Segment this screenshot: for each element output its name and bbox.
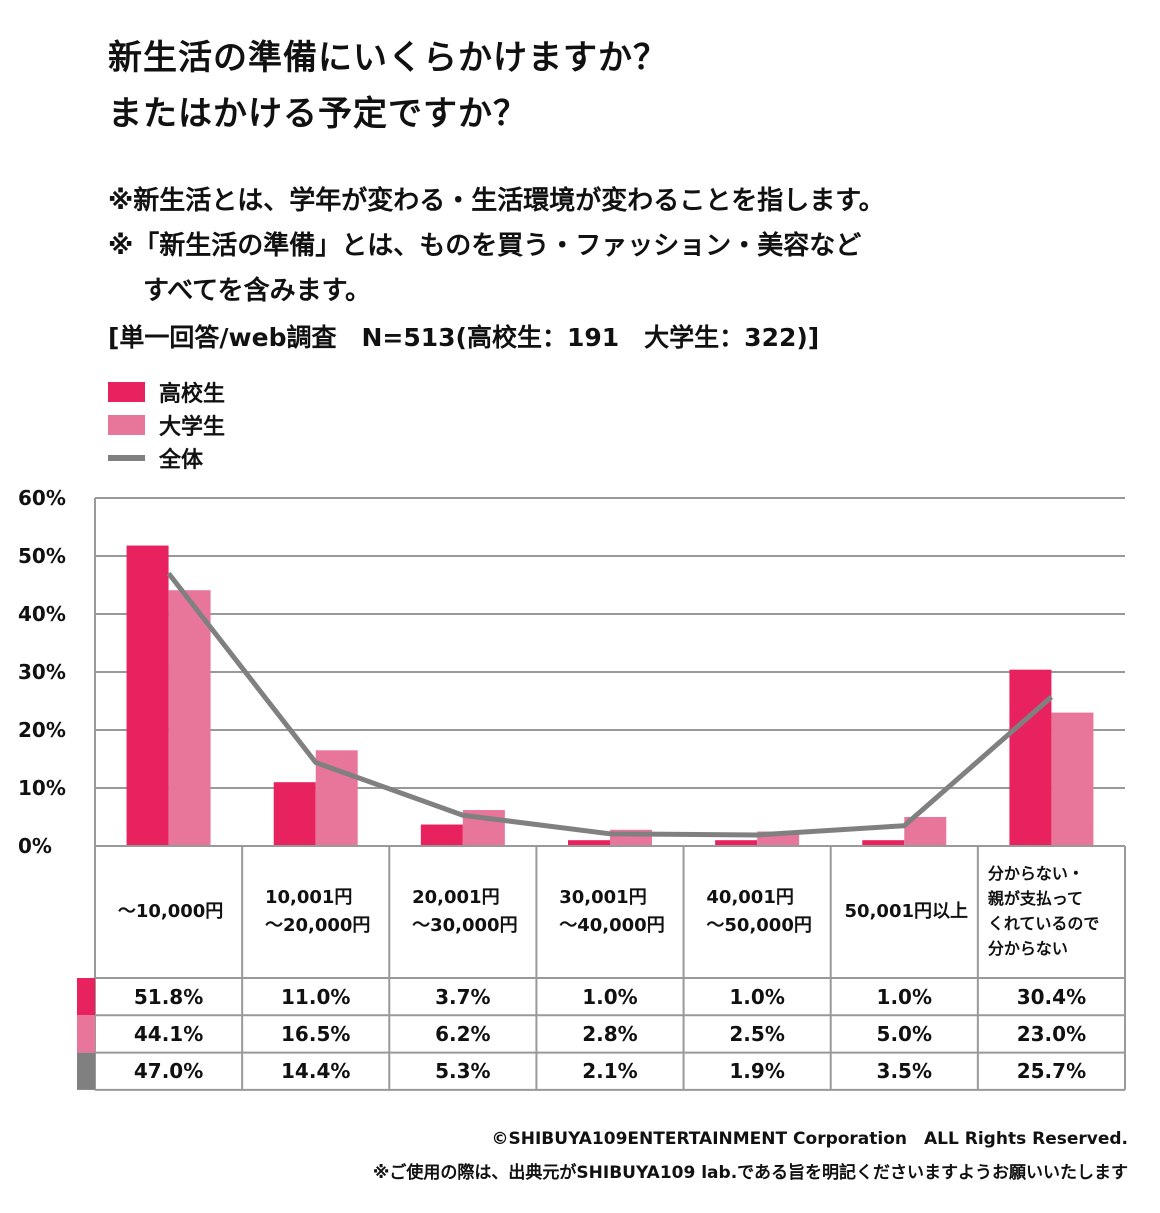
table-cell: 5.0%: [876, 1021, 932, 1046]
y-tick-label: 0%: [18, 834, 52, 858]
legend-item-overall: 全体: [108, 444, 204, 473]
note-line1: ※新生活とは、学年が変わる・生活環境が変わることを指します。: [108, 186, 885, 216]
note-line3: すべてを含みます。: [143, 276, 372, 306]
table-cell: 5.3%: [435, 1059, 491, 1084]
legend-label-high-school: 高校生: [159, 382, 226, 407]
bar-high-school: [715, 840, 758, 846]
table-cell: 30.4%: [1016, 984, 1087, 1009]
table-cell: 2.8%: [582, 1021, 638, 1046]
table-cell: 47.0%: [133, 1059, 204, 1084]
category-label: 50,001円以上: [844, 901, 968, 923]
table-cell: 25.7%: [1016, 1059, 1087, 1084]
table-cell: 3.7%: [435, 984, 491, 1009]
y-tick-label: 10%: [18, 776, 66, 800]
legend-label-university: 大学生: [159, 415, 226, 440]
table-cell: 14.4%: [281, 1059, 351, 1084]
y-tick-label: 60%: [18, 486, 66, 510]
chart-title-line2: またはかける予定ですか？: [108, 94, 528, 134]
legend-swatch-high-school: [108, 382, 145, 402]
bar-high-school: [568, 840, 610, 846]
y-tick-label: 40%: [18, 602, 66, 626]
bar-high-school: [273, 782, 316, 846]
bar-high-school: [862, 840, 905, 846]
y-tick-label: 20%: [18, 718, 66, 742]
note-line2: ※「新生活の準備」とは、ものを買う・ファッション・美容など: [108, 231, 862, 261]
legend-label-overall: 全体: [159, 448, 204, 473]
category-label: 10,001円 ～20,000円: [264, 887, 371, 936]
table-cell: 3.5%: [876, 1059, 932, 1084]
table-cell: 6.2%: [435, 1021, 491, 1046]
bar-university: [168, 590, 211, 846]
y-tick-label: 30%: [18, 660, 66, 684]
table-series-key: [77, 1015, 95, 1053]
legend-swatch-university: [108, 415, 145, 435]
chart-title-line1: 新生活の準備にいくらかけますか？: [108, 38, 668, 78]
table-cell: 2.5%: [729, 1021, 785, 1046]
legend-item-university: 大学生: [108, 411, 226, 440]
bar-high-school: [420, 824, 463, 846]
table-cell: 16.5%: [281, 1021, 351, 1046]
legend-line-overall: [108, 455, 145, 461]
category-label: ～10,000円: [117, 901, 224, 923]
table-series-key: [77, 978, 95, 1016]
table-cell: 1.0%: [582, 984, 638, 1009]
table-cell: 23.0%: [1016, 1021, 1087, 1046]
y-tick-label: 50%: [18, 544, 66, 568]
table-cell: 11.0%: [281, 984, 351, 1009]
category-label: 分からない・ 親が支払って くれているので 分からない: [987, 864, 1100, 958]
usage-note: ※ご使用の際は、出典元がSHIBUYA109 lab.である旨を明記くださいます…: [372, 1163, 1128, 1183]
survey-info: [単一回答/web調査 N=513(高校生：191 大学生：322)]: [108, 323, 820, 352]
table-series-key: [77, 1052, 95, 1090]
bar-high-school: [1009, 669, 1052, 846]
copyright-text: ©SHIBUYA109ENTERTAINMENT Corporation ALL…: [491, 1129, 1128, 1149]
table-cell: 2.1%: [582, 1059, 638, 1084]
table-cell: 44.1%: [133, 1021, 204, 1046]
bar-high-school: [126, 545, 169, 846]
table-cell: 1.9%: [729, 1059, 785, 1084]
table-cell: 51.8%: [133, 984, 204, 1009]
table-cell: 1.0%: [729, 984, 785, 1009]
bar-university: [1051, 712, 1094, 846]
category-label: 40,001円 ～50,000円: [706, 887, 812, 936]
category-label: 20,001円 ～30,000円: [412, 887, 518, 936]
table-cell: 1.0%: [876, 984, 932, 1009]
category-label: 30,001円 ～40,000円: [559, 887, 665, 936]
legend-item-high-school: 高校生: [108, 378, 226, 407]
